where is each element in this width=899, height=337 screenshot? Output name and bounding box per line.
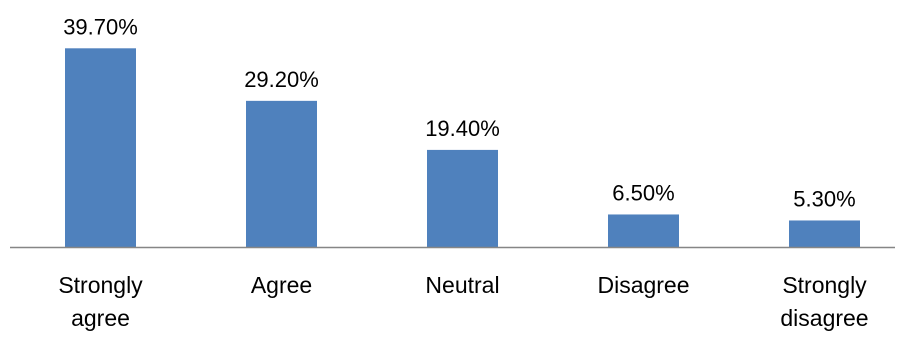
category-label: Strongly agree bbox=[58, 272, 143, 331]
category-label-line: agree bbox=[71, 305, 130, 331]
bar bbox=[427, 149, 498, 247]
category-label-line: disagree bbox=[780, 305, 868, 331]
category-label-line: Strongly bbox=[782, 272, 867, 298]
category-label: Neutral bbox=[425, 272, 499, 298]
bar bbox=[246, 100, 317, 247]
bar bbox=[789, 220, 860, 247]
category-label-line: Disagree bbox=[597, 272, 689, 298]
category-label: Agree bbox=[251, 272, 312, 298]
category-labels-group: Strongly agree Agree Neutral Disagree Strongl… bbox=[58, 272, 868, 331]
category-label: Disagree bbox=[597, 272, 689, 298]
category-label-line: Strongly bbox=[58, 272, 143, 298]
data-label: 29.20% bbox=[244, 67, 319, 92]
data-label: 39.70% bbox=[63, 14, 138, 39]
bar bbox=[65, 48, 136, 247]
value-labels-group: 39.70% 29.20% 19.40% 6.50% 5.30% bbox=[63, 14, 856, 211]
bars-group bbox=[65, 48, 860, 247]
category-label: Strongly disagree bbox=[780, 272, 868, 331]
data-label: 5.30% bbox=[793, 186, 855, 211]
bar bbox=[608, 214, 679, 247]
data-label: 19.40% bbox=[425, 116, 500, 141]
category-label-line: Agree bbox=[251, 272, 312, 298]
category-label-line: Neutral bbox=[425, 272, 499, 298]
data-label: 6.50% bbox=[612, 180, 674, 205]
